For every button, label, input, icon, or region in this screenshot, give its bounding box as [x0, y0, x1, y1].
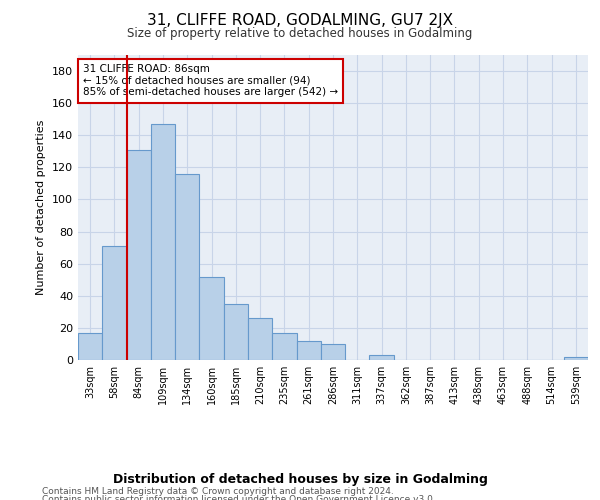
- Bar: [321, 344, 345, 360]
- Text: Contains HM Land Registry data © Crown copyright and database right 2024.: Contains HM Land Registry data © Crown c…: [42, 488, 394, 496]
- Text: Distribution of detached houses by size in Godalming: Distribution of detached houses by size …: [113, 472, 487, 486]
- Bar: [564, 357, 588, 360]
- Text: 31, CLIFFE ROAD, GODALMING, GU7 2JX: 31, CLIFFE ROAD, GODALMING, GU7 2JX: [147, 12, 453, 28]
- Bar: [102, 246, 127, 360]
- Bar: [272, 332, 296, 360]
- Y-axis label: Number of detached properties: Number of detached properties: [37, 120, 46, 295]
- Bar: [248, 318, 272, 360]
- Text: Size of property relative to detached houses in Godalming: Size of property relative to detached ho…: [127, 28, 473, 40]
- Bar: [199, 276, 224, 360]
- Text: 31 CLIFFE ROAD: 86sqm
← 15% of detached houses are smaller (94)
85% of semi-deta: 31 CLIFFE ROAD: 86sqm ← 15% of detached …: [83, 64, 338, 98]
- Bar: [151, 124, 175, 360]
- Bar: [175, 174, 199, 360]
- Bar: [370, 355, 394, 360]
- Text: Contains public sector information licensed under the Open Government Licence v3: Contains public sector information licen…: [42, 495, 436, 500]
- Bar: [224, 304, 248, 360]
- Bar: [296, 340, 321, 360]
- Bar: [78, 332, 102, 360]
- Bar: [127, 150, 151, 360]
